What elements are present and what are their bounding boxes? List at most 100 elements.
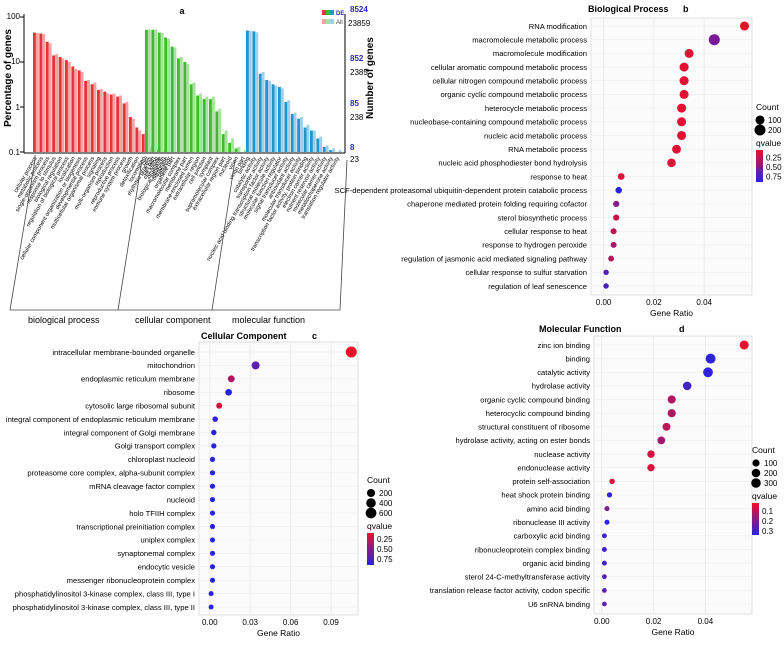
panel-c-term-endocytic-vesicle: endocytic vesicle — [138, 563, 195, 572]
panel-c-letter: c — [312, 331, 317, 341]
panel-b-term-cellular-response-to-heat: cellular response to heat — [504, 227, 588, 236]
bar-nucleoid-all — [231, 138, 234, 152]
right-tick-de-2: 85 — [350, 99, 359, 108]
bar-biological-regulation-all — [61, 58, 65, 152]
bar-regulation-of-biological-process-de — [65, 60, 68, 152]
bar-virion-all — [237, 146, 241, 152]
panel-b-title: Biological Process — [588, 4, 669, 14]
group-label-cellular-component: cellular component — [135, 315, 211, 325]
panel-b-xtick-0: 0.00 — [596, 298, 612, 307]
bar-cell-junction-all — [205, 96, 209, 152]
panel-c-term-nucleoid: nucleoid — [167, 495, 195, 504]
panel-d-xtick-1: 0.02 — [646, 617, 662, 626]
panel-b-dot-macromolecule-metabolic-process — [708, 34, 720, 46]
bar-locomotion-de — [141, 134, 145, 152]
panel-b-q-colorbar — [756, 150, 763, 182]
panel-c-dot-mrna-cleavage-factor-complex — [209, 483, 216, 489]
bar-organelle-part-all — [173, 47, 177, 152]
panel-c-term-phosphatidylinositol-3-kinase-complex-class-iii-type-i: phosphatidylinositol 3-kinase complex, c… — [15, 589, 195, 598]
panel-b-term-cellular-aromatic-compound-metabolic-process: cellular aromatic compound metabolic pro… — [431, 63, 587, 72]
panel-c-q-tick-1: 0.50 — [377, 545, 393, 554]
bar-supramolecular-complex-de — [215, 111, 219, 152]
panel-c-q-tick-2: 0.75 — [377, 555, 393, 564]
panel-d-count-legend-dot-2 — [751, 478, 761, 488]
panel-d-q-tick-1: 0.2 — [762, 517, 774, 526]
bar-antioxidant-activity-all — [293, 112, 297, 152]
panel-c-term-chloroplast-nucleoid: chloroplast nucleoid — [128, 455, 195, 464]
category-label-cell: cell — [141, 156, 151, 167]
panel-d-term-amino-acid-binding: amino acid binding — [527, 504, 590, 513]
panel-c-dot-mitochondrion — [251, 361, 260, 370]
bar-localization-de — [71, 66, 75, 152]
panel-c-dot-endocytic-vesicle — [209, 564, 216, 570]
panel-c-term-integral-component-of-golgi-membrane: integral component of Golgi membrane — [64, 428, 195, 437]
left-tick-1: 1 — [16, 103, 21, 112]
bar-membrane-de — [164, 37, 168, 152]
bar-immune-system-process-all — [125, 101, 129, 152]
panel-d-xlabel: Gene Ratio — [652, 627, 695, 637]
panel-c-term-synaptonemal-complex: synaptonemal complex — [117, 549, 195, 558]
bar-detoxification-de — [135, 127, 139, 152]
panel-d-q-tick-0: 0.1 — [762, 507, 774, 516]
panel-b-term-nucleic-acid-phosphodiester-bond-hydrolysis: nucleic acid phosphodiester bond hydroly… — [438, 159, 587, 168]
panel-b-dot-sterol-biosynthetic-process — [613, 214, 620, 221]
bar-signaling-de — [97, 89, 100, 152]
panel-b-count-title: Count — [756, 102, 779, 112]
panel-c-dot-ribosome — [225, 388, 232, 396]
bar-developmental-process-de — [84, 80, 88, 152]
bar-multicellular-organismal-process-de — [90, 84, 94, 152]
panel-b-dot-cellular-nitrogen-compound-metabolic-process — [679, 76, 689, 86]
panel-c-q-tick-0: 0.25 — [377, 535, 393, 544]
panel-b-term-heterocycle-metabolic-process: heterocycle metabolic process — [485, 104, 587, 113]
bar-detoxification-all — [138, 130, 142, 152]
panel-d-term-hydrolase-activity-acting-on-ester-bonds: hydrolase activity, acting on ester bond… — [455, 436, 590, 445]
bar-reproductive-process-all — [119, 95, 122, 152]
panel-c-xtick-3: 0.09 — [323, 618, 339, 627]
panel-c-term-mitochondrion: mitochondrion — [147, 361, 195, 370]
panel-c-dot-intracellular-membrane-bounded-organelle — [345, 346, 357, 358]
panel-c-term-uniplex-complex: uniplex complex — [141, 536, 196, 545]
panel-b-dot-macromolecule-modification — [684, 48, 694, 58]
panel-d-term-zinc-ion-binding: zinc ion binding — [538, 341, 590, 350]
panel-d-dot-binding — [705, 353, 716, 364]
bar-signal-transducer-activity-all — [287, 100, 291, 152]
panel-c-count-legend-label-1: 400 — [379, 499, 393, 508]
bar-catalytic-activity-all — [255, 32, 259, 153]
bar-regulation-of-biological-process-all — [67, 62, 71, 152]
legend-de-label: DE — [336, 11, 344, 17]
panel-a-go-histogram: a Percentage of genes Number of genes DE… — [3, 5, 376, 325]
panel-b-term-sterol-biosynthetic-process: sterol biosynthetic process — [498, 213, 588, 222]
bar-extracellular-region-part-all — [224, 130, 228, 152]
panel-d-dot-heat-shock-protein-binding — [606, 492, 613, 498]
panel-d-q-tick-2: 0.3 — [762, 527, 774, 536]
bar-cellular-process-all — [35, 33, 39, 152]
bar-nucleic-acid-binding-transcription-factor-activity-de — [265, 79, 269, 152]
bar-immune-system-process-de — [122, 103, 126, 152]
panel-b-xlabel: Gene Ratio — [650, 308, 693, 318]
panel-b-term-rna-modification: RNA modification — [529, 22, 587, 31]
panel-d-term-ribonucleoprotein-complex-binding: ribonucleoprotein complex binding — [475, 545, 590, 554]
panel-b-q-tick-0: 0.25 — [766, 154, 782, 163]
bar-organelle-all — [160, 33, 164, 152]
bar-macromolecular-complex-de — [177, 58, 180, 152]
panel-c-q-colorbar — [367, 533, 374, 565]
right-tick-de-3: 8 — [350, 143, 355, 152]
panel-c-term-phosphatidylinositol-3-kinase-complex-class-iii-type-ii: phosphatidylinositol 3-kinase complex, c… — [13, 603, 195, 612]
bar-nucleic-acid-binding-transcription-factor-activity-all — [268, 80, 271, 152]
panel-d-term-heat-shock-protein-binding: heat shock protein binding — [501, 491, 590, 500]
panel-d-dot-carboxylic-acid-binding — [601, 533, 607, 539]
bar-virion-de — [234, 148, 238, 152]
bar-metallochaperone-activity-de — [329, 150, 333, 152]
bar-multi-organism-process-de — [103, 91, 107, 152]
panel-d-term-ribonuclease-iii-activity: ribonuclease III activity — [513, 518, 590, 527]
bar-metallochaperone-activity-all — [332, 148, 335, 152]
panel-b-xtick-1: 0.02 — [646, 298, 662, 307]
panel-d-letter: d — [679, 324, 685, 334]
panel-c-term-cytosolic-large-ribosomal-subunit: cytosolic large ribosomal subunit — [85, 401, 196, 410]
bar-catalytic-activity-de — [252, 31, 256, 152]
right-tick-de-0: 8524 — [350, 5, 368, 14]
bar-response-to-stimulus-de — [52, 55, 56, 152]
panel-c-dot-phosphatidylinositol-3-kinase-complex-class-iii-type-i — [208, 591, 214, 597]
panel-d-title: Molecular Function — [539, 324, 622, 334]
panel-b-count-legend-dot-1 — [754, 124, 766, 136]
